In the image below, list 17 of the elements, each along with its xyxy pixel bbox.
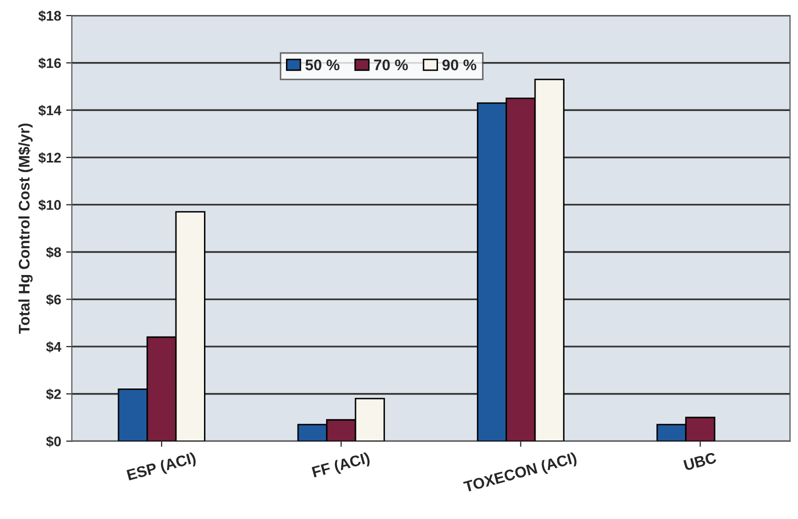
legend-label: 70 % (374, 60, 408, 70)
y-tick-label: $6 (46, 294, 61, 306)
x-tick-label: ESP (ACI) (126, 452, 198, 484)
legend-label: 50 % (305, 60, 340, 70)
y-tick-label: $16 (38, 58, 61, 69)
y-axis-title: Total Hg Control Cost (M$/yr) (18, 124, 33, 334)
y-tick-label: $4 (46, 341, 62, 353)
y-tick-label: $0 (46, 436, 61, 448)
y-tick-label: $2 (46, 388, 61, 400)
legend-label: 90 % (442, 60, 476, 70)
x-tick-label: FF (ACI) (312, 452, 371, 480)
y-tick-label: $12 (38, 152, 61, 164)
y-tick-label: $8 (46, 246, 61, 258)
y-tick-label: $18 (38, 10, 61, 22)
y-tick-label: $10 (38, 199, 61, 211)
y-tick-label: $14 (38, 104, 62, 116)
x-tick-label: UBC (683, 452, 717, 471)
